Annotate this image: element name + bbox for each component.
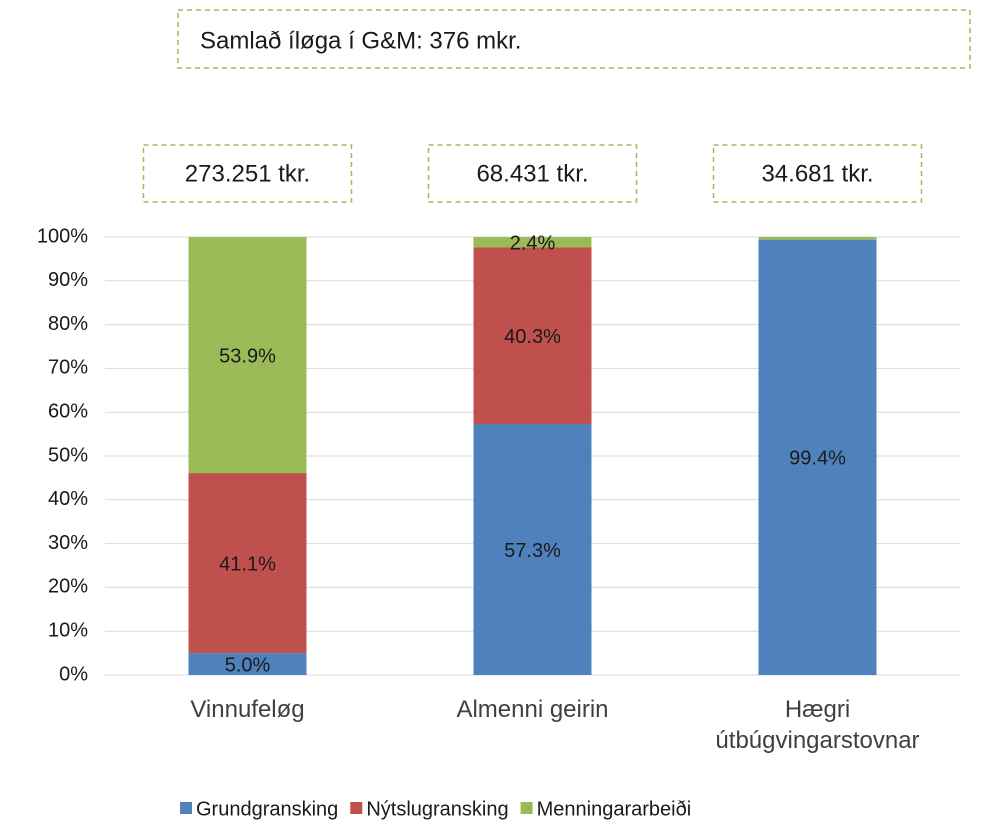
y-tick-label: 80% — [48, 313, 88, 335]
data-label: 2.4% — [510, 233, 556, 255]
bar-segment — [473, 247, 592, 425]
data-label: 5.0% — [225, 654, 271, 676]
y-tick-label: 10% — [48, 619, 88, 641]
bar-segment — [473, 424, 592, 675]
y-tick-label: 70% — [48, 357, 88, 379]
bar-segment — [188, 237, 307, 474]
y-tick-label: 30% — [48, 532, 88, 554]
y-tick-label: 90% — [48, 269, 88, 291]
annotation: 273.251 tkr. — [185, 160, 310, 187]
title-box — [177, 9, 971, 69]
legend-label: Grundgransking — [196, 798, 338, 820]
legend-swatch — [520, 802, 533, 814]
annotation: 68.431 tkr. — [476, 160, 588, 187]
y-tick-label: 50% — [48, 444, 88, 466]
y-tick-label: 100% — [37, 225, 88, 247]
legend-swatch — [180, 802, 192, 814]
data-label: 53.9% — [219, 345, 276, 367]
legend-swatch — [350, 802, 363, 814]
legend-label: Nýtslugransking — [366, 798, 508, 820]
bar-segment — [758, 239, 877, 676]
y-tick-label: 20% — [48, 576, 88, 598]
annotation: 34.681 tkr. — [761, 160, 873, 187]
data-label: 57.3% — [504, 540, 561, 562]
y-tick-label: 40% — [48, 488, 88, 510]
bar-segment — [758, 237, 877, 240]
x-tick-label: Almenni geirin — [456, 696, 609, 723]
data-label: 40.3% — [504, 326, 561, 348]
annotation-box — [427, 144, 638, 203]
bar-segment — [188, 653, 307, 675]
data-label: 99.4% — [789, 448, 846, 470]
chart-title: Samlað íløga í G&M: 376 mkr. — [200, 27, 521, 54]
annotation-box — [142, 144, 353, 203]
bar-segment — [188, 473, 307, 654]
x-tick-label: Hægri útbúgvingarstovnar — [715, 696, 920, 754]
x-tick-label: Vinnufeløg — [190, 696, 305, 723]
data-label: 41.1% — [219, 553, 276, 575]
y-tick-label: 0% — [59, 663, 88, 685]
annotation-box — [712, 144, 923, 203]
y-tick-label: 60% — [48, 400, 88, 422]
bar-segment — [473, 237, 592, 248]
legend-label: Menningararbeiði — [537, 798, 692, 820]
